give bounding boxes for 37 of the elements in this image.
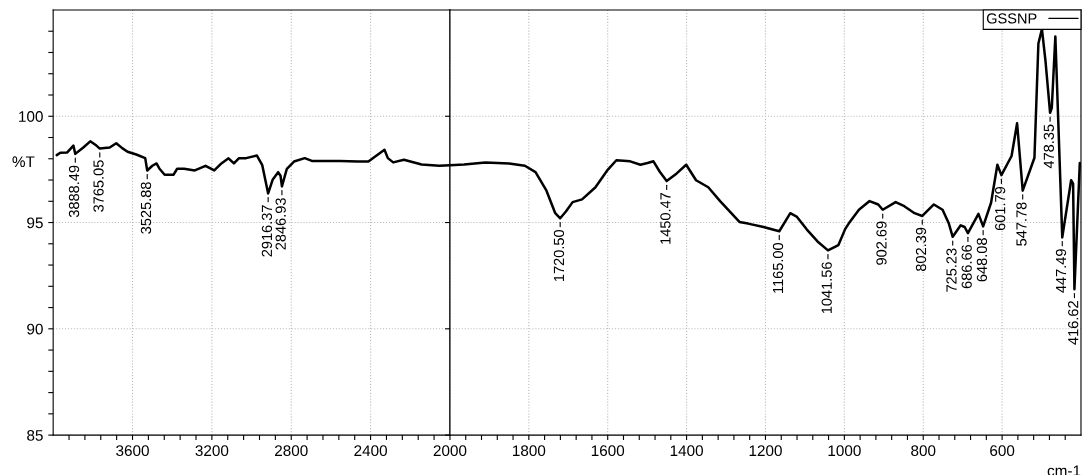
annotation: 902.69 xyxy=(876,221,887,265)
y-axis-title: %T xyxy=(12,156,35,168)
annotation: 802.39 xyxy=(915,227,927,272)
annotation: 725.23 xyxy=(946,248,957,292)
annotation: 2916.37 xyxy=(261,205,273,257)
x-tick-label: 1600 xyxy=(591,445,625,457)
annotation: 1450.47 xyxy=(660,192,671,244)
x-tick-label: 2400 xyxy=(354,445,387,457)
x-tick-label: 600 xyxy=(990,445,1015,457)
y-tick-label: 90 xyxy=(27,323,43,335)
y-tick-label: 85 xyxy=(27,429,43,441)
annotation: 3525.88 xyxy=(140,182,152,234)
annotation: 686.66 xyxy=(961,244,972,289)
annotation: 2846.93 xyxy=(275,198,286,250)
x-tick-label: 3200 xyxy=(195,445,229,457)
x-tick-label: 3600 xyxy=(116,445,149,457)
x-tick-label: 2000 xyxy=(433,445,467,457)
annotation: 416.62 xyxy=(1068,301,1079,345)
y-tick-label: 95 xyxy=(27,217,43,229)
x-tick-label: 1200 xyxy=(749,445,782,457)
annotation: 3765.05 xyxy=(93,160,104,212)
annotation: 447.49 xyxy=(1055,249,1067,293)
annotation: 3888.49 xyxy=(68,165,80,218)
annotation: 547.78 xyxy=(1016,202,1027,246)
annotation: 601.79 xyxy=(994,186,1006,231)
y-tick-label: 100 xyxy=(19,111,43,122)
x-tick-label: 1400 xyxy=(670,445,703,457)
x-tick-label: 1000 xyxy=(828,445,861,457)
legend-label: GSSNP xyxy=(986,13,1037,24)
annotation: 1720.50 xyxy=(553,229,565,281)
annotation: 648.08 xyxy=(976,238,988,282)
annotation: 1165.00 xyxy=(772,242,784,293)
x-tick-label: 1800 xyxy=(513,445,546,457)
annotation: 478.35 xyxy=(1043,124,1054,169)
x-tick-label: 2800 xyxy=(275,445,308,457)
annotation: 1041.56 xyxy=(821,262,832,314)
x-tick-label: 800 xyxy=(911,445,936,457)
